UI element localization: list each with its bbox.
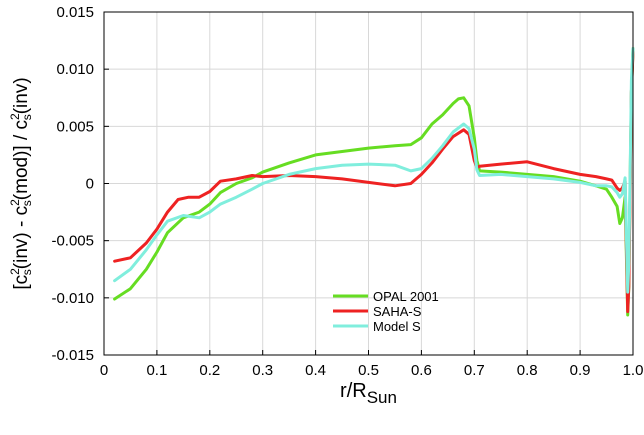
x-tick-label: 0.2 [199, 362, 220, 379]
x-tick-label: 0.6 [411, 362, 432, 379]
x-tick-label: 0.4 [305, 362, 326, 379]
y-axis-title-text: (mod)] / c [11, 120, 32, 200]
x-tick-label: 1.0 [623, 362, 644, 379]
series-line-3 [113, 47, 635, 294]
x-tick-label: 0.7 [464, 362, 485, 379]
legend-label-2: SAHA-S [373, 304, 422, 319]
axis-ticks: 0 0.1 0.2 0.3 0.4 0.5 0.6 0.7 0.8 0.9 1.0 -0.015 -0.… [51, 4, 643, 379]
x-tick-label: 0.1 [146, 362, 167, 379]
y-tick-label: -0.005 [51, 233, 94, 250]
y-tick-label: 0 [86, 176, 94, 193]
y-tick-label: -0.010 [51, 290, 94, 307]
y-axis-title-text: [c [11, 275, 32, 290]
x-tick-label: 0 [100, 362, 108, 379]
y-axis-title-text: (inv) - c [11, 206, 32, 269]
x-tick-label: 0.9 [570, 362, 591, 379]
series-layer [113, 47, 635, 317]
x-tick-label: 0.5 [358, 362, 379, 379]
y-axis-title-superscript: 2 [8, 199, 22, 206]
y-axis-title-subscript: s [20, 200, 34, 206]
y-axis-title-subscript: s [20, 269, 34, 275]
y-tick-label: 0.015 [56, 4, 94, 21]
series-line-1 [113, 47, 635, 317]
x-axis-title-main: r/R [340, 380, 367, 402]
x-tick-label: 0.8 [517, 362, 538, 379]
y-axis-title: [c2s(inv) - c2s(mod)] / c2s(inv) [8, 77, 34, 289]
series-line-2 [113, 50, 635, 314]
y-axis-title-text: (inv) [11, 77, 32, 114]
legend-label-3: Model S [373, 319, 421, 334]
y-tick-label: -0.015 [51, 347, 94, 364]
y-tick-label: 0.010 [56, 61, 94, 78]
x-tick-label: 0.3 [252, 362, 273, 379]
x-axis-title: r/RSun [340, 380, 397, 407]
x-axis-title-sub: Sun [367, 388, 397, 407]
y-axis-title-superscript: 2 [8, 113, 22, 120]
y-axis-title-subscript: s [20, 114, 34, 120]
legend-label-1: OPAL 2001 [373, 289, 439, 304]
y-axis-title-superscript: 2 [8, 268, 22, 275]
y-tick-label: 0.005 [56, 118, 94, 135]
